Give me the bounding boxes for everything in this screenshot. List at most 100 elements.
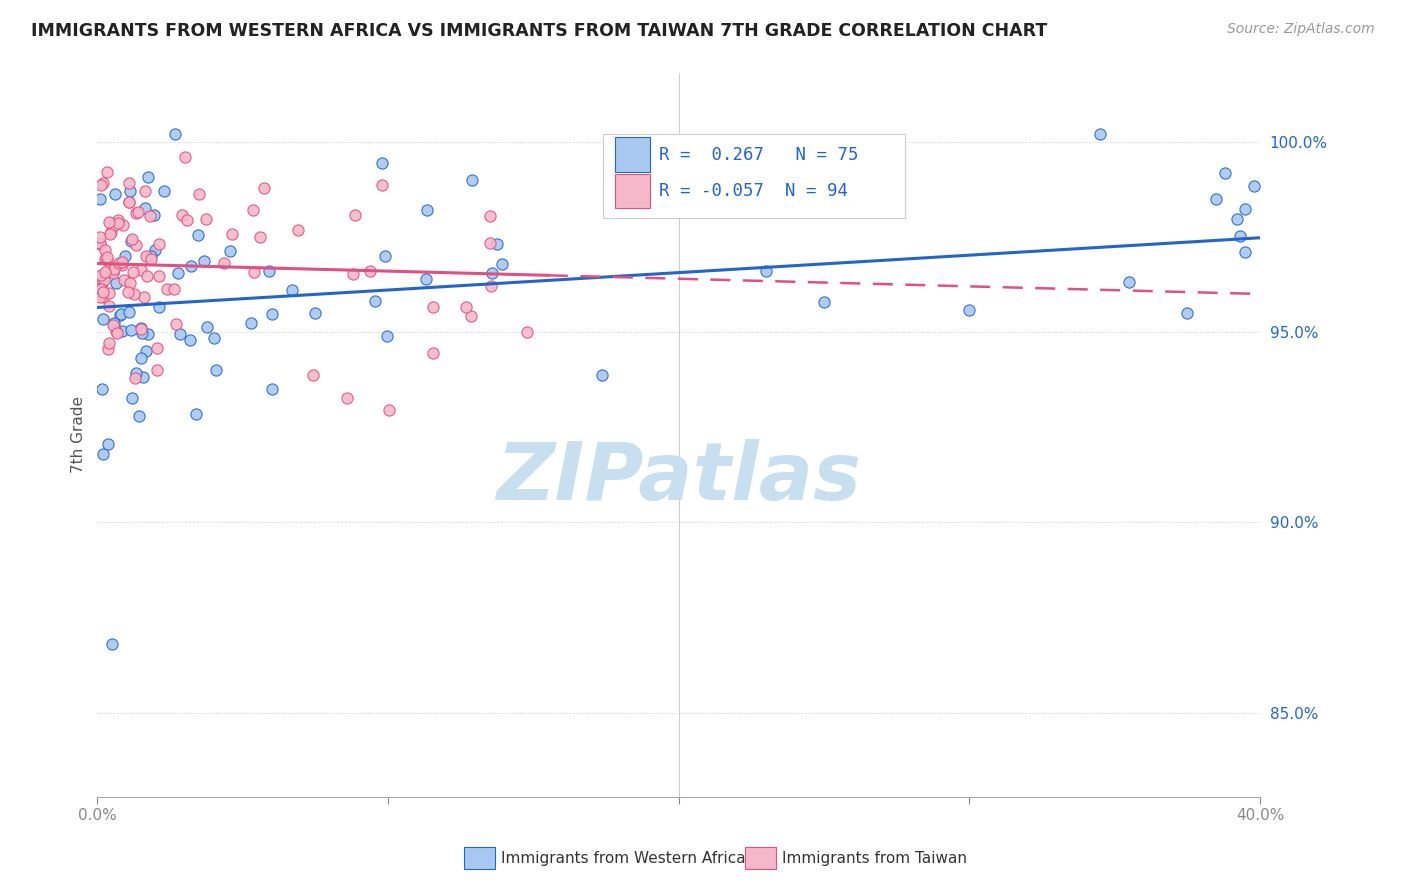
Point: [108, 309, 131, 323]
Point: [218, 244, 240, 258]
Point: [97, 342, 120, 356]
Point: [481, 267, 503, 281]
Point: [204, 363, 226, 377]
Y-axis label: 7th Grade: 7th Grade: [72, 396, 86, 474]
Point: [90, 268, 112, 282]
Point: [1205, 192, 1227, 206]
Point: [1234, 202, 1257, 216]
Point: [143, 243, 166, 257]
Point: [139, 252, 162, 266]
Point: [180, 259, 202, 273]
Point: [1226, 211, 1249, 226]
Point: [422, 300, 444, 314]
Point: [90, 276, 112, 290]
Point: [142, 208, 165, 222]
Point: [110, 307, 132, 321]
Point: [957, 303, 980, 318]
Point: [101, 265, 124, 279]
Point: [422, 345, 444, 359]
Point: [375, 329, 398, 343]
Point: [98, 286, 121, 301]
Point: [169, 326, 191, 341]
Point: [148, 300, 170, 314]
Point: [1088, 127, 1111, 141]
Point: [1234, 244, 1257, 259]
Point: [91, 176, 114, 190]
Point: [111, 255, 134, 269]
Point: [107, 216, 129, 230]
Point: [118, 176, 141, 190]
Point: [93, 273, 115, 287]
Point: [1213, 166, 1236, 180]
Point: [146, 341, 169, 355]
Point: [478, 209, 501, 223]
Point: [135, 249, 157, 263]
Point: [107, 212, 129, 227]
Point: [97, 336, 120, 351]
Text: IMMIGRANTS FROM WESTERN AFRICA VS IMMIGRANTS FROM TAIWAN 7TH GRADE CORRELATION C: IMMIGRANTS FROM WESTERN AFRICA VS IMMIGR…: [31, 22, 1047, 40]
Point: [371, 155, 394, 169]
Point: [120, 323, 142, 337]
Point: [105, 276, 128, 290]
Point: [103, 262, 125, 277]
Point: [89, 236, 111, 251]
Point: [120, 234, 142, 248]
Point: [1118, 275, 1140, 289]
Bar: [614, 137, 650, 172]
FancyBboxPatch shape: [603, 135, 905, 218]
Point: [89, 290, 111, 304]
Point: [125, 205, 148, 219]
Point: [89, 281, 111, 295]
Text: Immigrants from Western Africa: Immigrants from Western Africa: [501, 851, 745, 865]
Bar: [614, 174, 650, 209]
Point: [101, 266, 124, 280]
Point: [336, 391, 359, 405]
Point: [129, 321, 152, 335]
Point: [129, 351, 152, 365]
Point: [221, 227, 243, 242]
Point: [134, 184, 156, 198]
Point: [91, 447, 114, 461]
Point: [179, 333, 201, 347]
Point: [1175, 306, 1198, 320]
Point: [93, 290, 115, 304]
Point: [170, 208, 193, 222]
Point: [195, 319, 218, 334]
Point: [93, 265, 115, 279]
Point: [90, 178, 112, 192]
Point: [162, 282, 184, 296]
Point: [134, 201, 156, 215]
Point: [118, 195, 141, 210]
Point: [125, 237, 148, 252]
Point: [378, 403, 401, 417]
Point: [96, 165, 118, 179]
Point: [591, 368, 613, 383]
Point: [117, 285, 139, 300]
Point: [100, 225, 122, 239]
Point: [281, 283, 304, 297]
Point: [165, 127, 187, 141]
Point: [359, 264, 381, 278]
Point: [131, 326, 153, 340]
Point: [112, 273, 135, 287]
Point: [165, 317, 187, 331]
Point: [98, 227, 121, 242]
Point: [755, 263, 778, 277]
Point: [101, 637, 124, 651]
Point: [89, 193, 111, 207]
Point: [516, 325, 538, 339]
Point: [252, 180, 274, 194]
Point: [135, 344, 157, 359]
Text: Source: ZipAtlas.com: Source: ZipAtlas.com: [1227, 22, 1375, 37]
Text: R = -0.057  N = 94: R = -0.057 N = 94: [659, 182, 848, 200]
Point: [90, 282, 112, 296]
Point: [132, 290, 155, 304]
Point: [491, 257, 513, 271]
Point: [97, 437, 120, 451]
Text: ZIPatlas: ZIPatlas: [496, 439, 862, 517]
Point: [415, 272, 437, 286]
Point: [342, 267, 364, 281]
Point: [128, 409, 150, 423]
Point: [91, 382, 114, 396]
Point: [374, 249, 396, 263]
